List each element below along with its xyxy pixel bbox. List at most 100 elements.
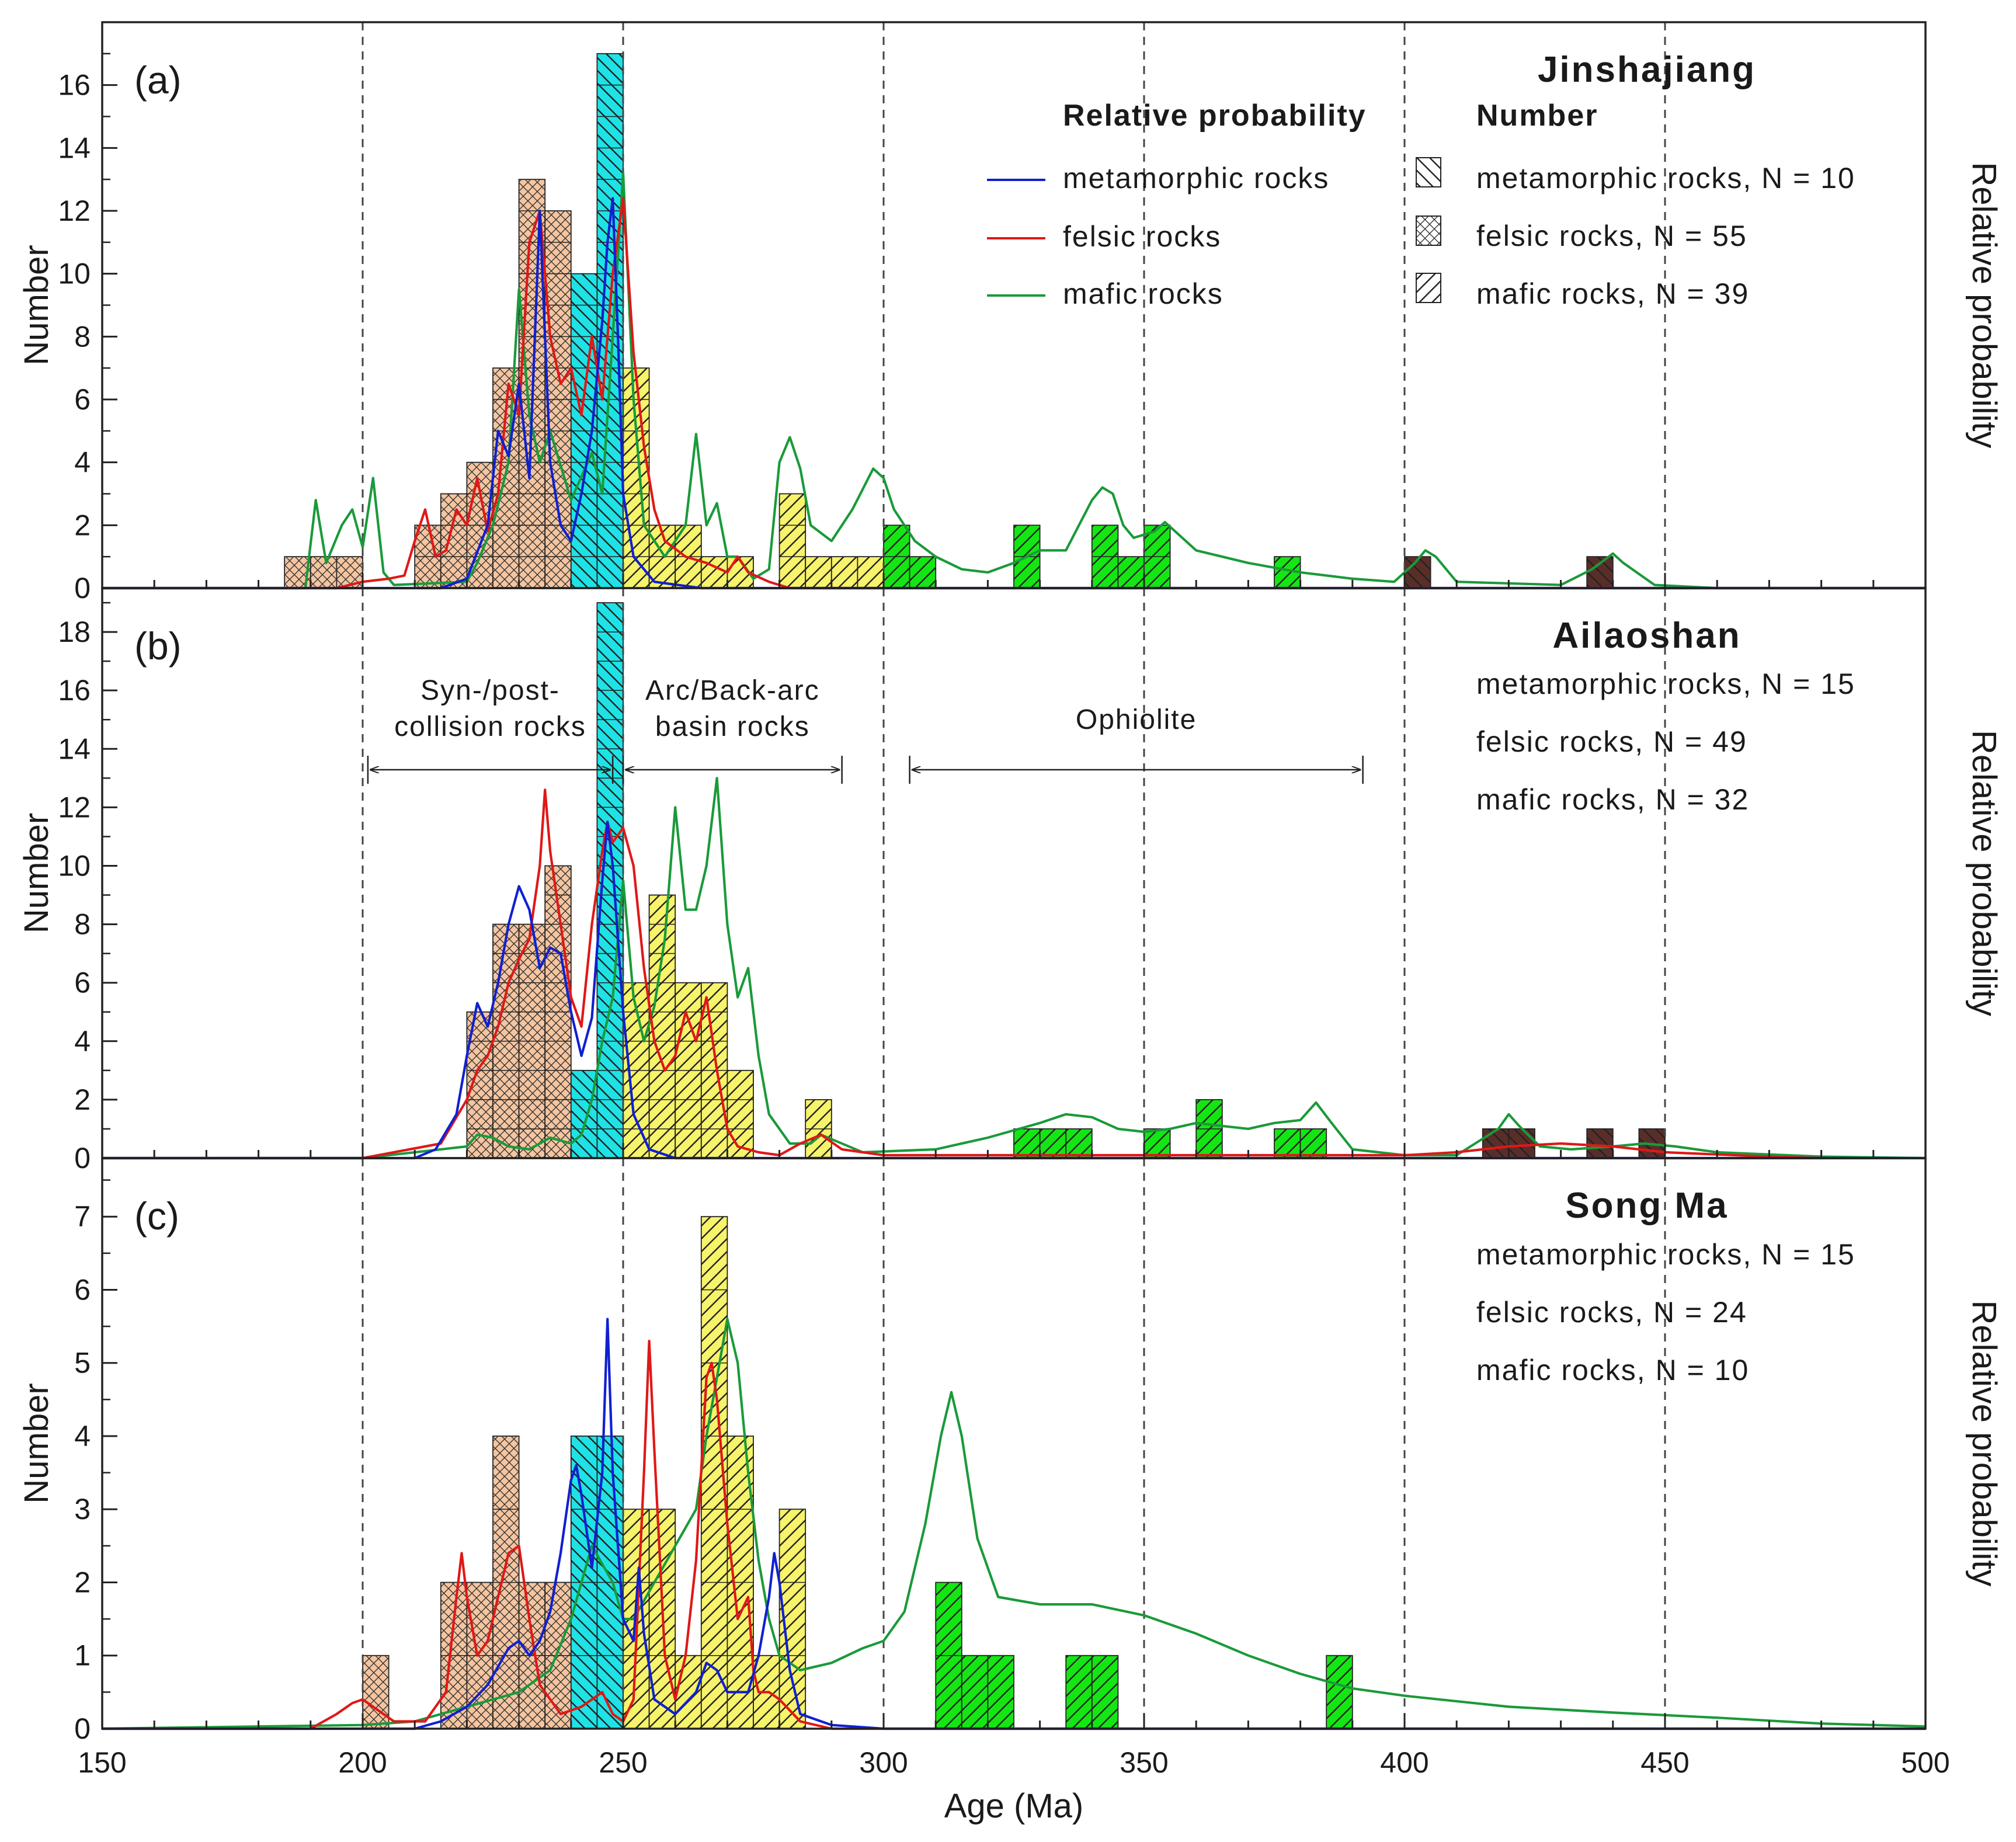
y-tick-label: 12 [58,791,91,823]
histogram-bar-pattern [1092,1655,1118,1729]
histogram-bar-pattern [1014,1128,1040,1158]
range-annotation-text: Syn-/post- [420,675,560,706]
histogram-bar-pattern [961,1655,988,1729]
mafic-probability-curve [102,172,1925,590]
y-tick-label: 4 [74,1420,91,1452]
felsic-probability-curve [102,1340,1925,1730]
sample-count-label: felsic rocks, N = 55 [1476,220,1747,252]
histogram-bar-pattern [1587,1128,1613,1158]
y-tick-label: 16 [58,69,91,102]
range-annotation-text: Arc/Back-arc [645,675,820,706]
histogram-bar-pattern [1066,1128,1092,1158]
y-tick-label: 1 [74,1639,91,1672]
histogram-bar-pattern [779,493,806,588]
y-tick-label: 8 [74,908,91,941]
histogram-bar-pattern [1300,1128,1327,1158]
x-axis-title: Age (Ma) [944,1787,1084,1825]
sample-count-label: mafic rocks, N = 32 [1476,783,1749,816]
mafic-probability-curve [102,777,1926,1160]
x-tick-label: 450 [1640,1746,1689,1779]
panel-frame [101,1157,1927,1730]
histogram-bar-pattern [571,1070,597,1158]
felsic-probability-curve [102,197,1925,590]
histogram-bar-pattern [363,1655,389,1729]
histogram-bar-pattern [831,557,858,588]
histogram-bar-pattern [805,557,832,588]
y-tick-label: 0 [74,572,91,604]
sample-count-label: metamorphic rocks, N = 15 [1476,1238,1855,1271]
y-tick-label: 7 [74,1200,91,1233]
y2-axis-title: Relative probability [1965,1300,2003,1586]
panel-label: (a) [134,58,182,102]
y-tick-label: 16 [58,674,91,707]
x-tick-label: 500 [1901,1746,1949,1779]
y-tick-label: 2 [74,1083,91,1116]
x-tick-label: 200 [338,1746,387,1779]
histogram-bar-pattern [1587,557,1613,588]
legend-line-label: metamorphic rocks [1063,162,1329,194]
histogram-bar-pattern [857,557,884,588]
sample-count-label: felsic rocks, N = 24 [1476,1296,1747,1329]
sample-count-label: metamorphic rocks, N = 10 [1476,162,1855,194]
metamorphic-probability-curve [102,1318,1925,1730]
range-annotation-text: basin rocks [655,711,810,742]
y-tick-label: 2 [74,1566,91,1598]
y-tick-label: 3 [74,1493,91,1525]
legend-number-header: Number [1476,99,1598,133]
range-annotation-text: collision rocks [394,711,586,742]
x-axis: 150 200 250 300 350 400 450 500 Age (Ma) [78,1746,1949,1825]
legend-line-label: mafic rocks [1063,277,1223,310]
histogram-bar-pattern [1508,1128,1535,1158]
x-tick-label: 300 [859,1746,908,1779]
histogram-bar-pattern [1482,1128,1509,1158]
histogram-bar-pattern [597,603,623,1158]
y-axis-title: Number [18,1383,55,1503]
y-tick-label: 10 [58,849,91,882]
range-annotation-text: Ophiolite [1076,704,1197,735]
panel-1: 0 2 4 6 8 10 12 14 16 Number Relative probability (… [18,21,2003,604]
mafic-probability-curve [102,1318,1926,1730]
x-tick-label: 150 [78,1746,126,1779]
histogram-bar-pattern [1118,557,1144,588]
histogram-bar-pattern [310,557,337,588]
panel-label: (b) [134,624,182,668]
y-axis-title: Number [18,245,55,365]
y-tick-label: 12 [58,194,91,227]
panel-label: (c) [134,1194,179,1238]
metamorphic-probability-curve [102,821,1925,1160]
histogram-bar-pattern [597,53,623,589]
y-tick-label: 0 [74,1142,91,1174]
histogram-bar-pattern [1326,1655,1353,1729]
histogram-bar-pattern [727,1070,753,1158]
x-tick-label: 350 [1120,1746,1168,1779]
age-range-annotations: Syn-/post-collision rocks Arc/Back-arc bas… [367,675,1364,784]
region-title: Ailaoshan [1552,616,1741,656]
legend: Relative probability Number metamorphic ro… [987,99,1598,310]
y-tick-label: 14 [58,131,91,164]
y-tick-label: 4 [74,446,91,479]
histogram-bar-pattern [1274,1128,1301,1158]
y2-axis-title: Relative probability [1965,162,2003,448]
legend-pattern-fill [1416,273,1441,303]
y-tick-label: 14 [58,732,91,765]
y-tick-label: 6 [74,967,91,999]
histogram-bar-pattern [440,493,467,588]
sample-count-label: metamorphic rocks, N = 15 [1476,668,1855,700]
legend-line-label: felsic rocks [1063,220,1221,253]
sample-count-label: mafic rocks, N = 10 [1476,1354,1749,1386]
y-tick-label: 4 [74,1025,91,1058]
y-tick-label: 10 [58,258,91,290]
y-tick-label: 0 [74,1712,91,1745]
y-tick-label: 8 [74,320,91,353]
panel-3: 0 1 2 3 4 5 6 7 Number Relative probability (c) Son… [18,1157,2003,1745]
region-title: Jinshajiang [1538,50,1756,90]
histogram-bar-pattern [988,1655,1014,1729]
histogram-bar-pattern [1040,1128,1066,1158]
legend-pattern-fill [1416,157,1441,187]
y2-axis-title: Relative probability [1965,730,2003,1016]
histogram-bar-pattern [1066,1655,1092,1729]
x-tick-label: 250 [599,1746,647,1779]
histogram-bar-pattern [623,368,649,588]
y-tick-label: 6 [74,1273,91,1306]
